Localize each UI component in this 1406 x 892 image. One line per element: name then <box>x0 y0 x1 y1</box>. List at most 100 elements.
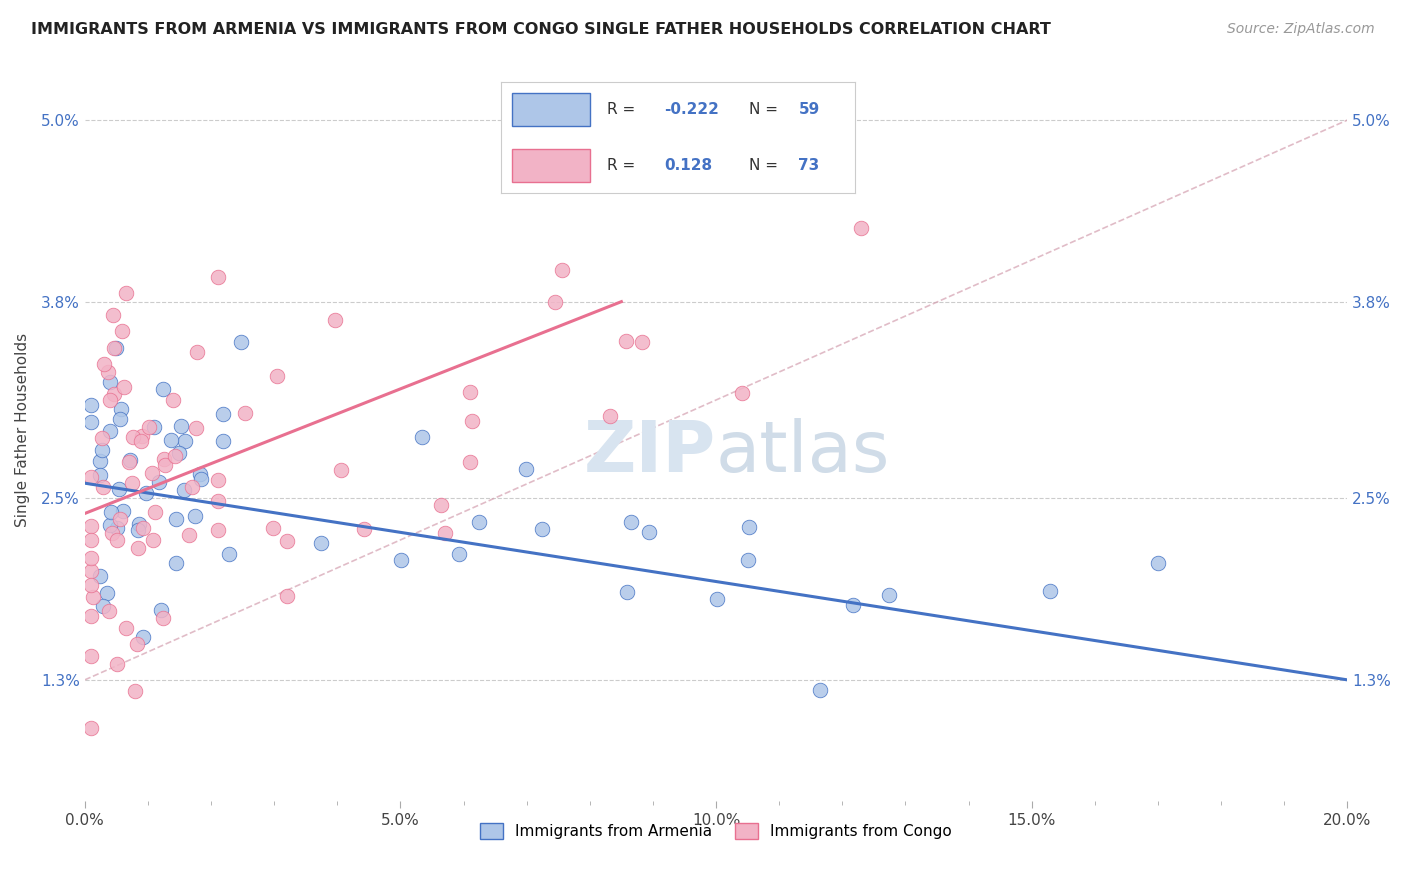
Point <box>207 474 229 488</box>
Point <box>309 536 332 550</box>
Point <box>458 384 481 399</box>
Point <box>531 522 554 536</box>
Point <box>80 564 103 578</box>
Point <box>808 683 831 698</box>
Point <box>91 480 114 494</box>
Point <box>108 412 131 426</box>
Point <box>105 533 128 547</box>
Point <box>89 569 111 583</box>
Point <box>80 398 103 412</box>
Point <box>120 452 142 467</box>
Point <box>1147 556 1170 570</box>
Point <box>1039 584 1062 599</box>
Point <box>110 512 132 526</box>
Point <box>162 392 184 407</box>
Point <box>449 547 471 561</box>
Point <box>731 385 754 400</box>
Point <box>80 519 103 533</box>
Point <box>115 286 138 301</box>
Point <box>127 523 149 537</box>
Point <box>141 466 163 480</box>
Point <box>93 357 115 371</box>
Point <box>131 429 153 443</box>
Point <box>89 454 111 468</box>
Point <box>276 589 298 603</box>
Point <box>90 431 112 445</box>
Point <box>877 588 900 602</box>
Text: Source: ZipAtlas.com: Source: ZipAtlas.com <box>1227 22 1375 37</box>
Point <box>103 341 125 355</box>
Point <box>165 512 187 526</box>
Point <box>82 591 104 605</box>
Point <box>117 455 139 469</box>
Point <box>515 461 537 475</box>
Point <box>128 517 150 532</box>
Point <box>229 334 252 349</box>
Point <box>152 382 174 396</box>
Point <box>599 409 621 423</box>
Point <box>614 334 637 349</box>
Point <box>100 424 122 438</box>
Point <box>169 446 191 460</box>
Point <box>150 603 173 617</box>
Point <box>849 221 872 235</box>
Point <box>132 630 155 644</box>
Point <box>184 421 207 435</box>
Point <box>111 504 134 518</box>
Point <box>148 475 170 489</box>
Point <box>170 419 193 434</box>
Point <box>80 721 103 735</box>
Point <box>174 434 197 448</box>
Point <box>212 408 235 422</box>
Point <box>105 341 128 355</box>
Point <box>429 498 451 512</box>
Point <box>173 483 195 498</box>
Point <box>211 434 233 448</box>
Point <box>544 295 567 310</box>
Point <box>738 520 761 534</box>
Point <box>105 521 128 535</box>
Point <box>631 334 654 349</box>
Point <box>80 550 103 565</box>
Point <box>97 604 120 618</box>
Point <box>186 345 208 359</box>
Point <box>101 525 124 540</box>
Point <box>737 553 759 567</box>
Point <box>90 442 112 457</box>
Point <box>458 455 481 469</box>
Point <box>329 463 352 477</box>
Point <box>98 376 121 390</box>
Point <box>142 533 165 547</box>
Point <box>80 649 103 664</box>
Text: atlas: atlas <box>716 418 890 487</box>
Point <box>125 637 148 651</box>
Point <box>165 556 187 570</box>
Point <box>96 586 118 600</box>
Point <box>181 480 204 494</box>
Point <box>207 269 229 284</box>
Point <box>112 380 135 394</box>
Point <box>97 365 120 379</box>
Point <box>218 548 240 562</box>
Point <box>461 414 484 428</box>
Point <box>468 515 491 529</box>
Point <box>80 415 103 429</box>
Point <box>138 420 160 434</box>
Point <box>100 505 122 519</box>
Point <box>135 486 157 500</box>
Point <box>111 324 134 338</box>
Point <box>152 611 174 625</box>
Point <box>129 434 152 448</box>
Point <box>163 450 186 464</box>
Point <box>183 508 205 523</box>
Legend: Immigrants from Armenia, Immigrants from Congo: Immigrants from Armenia, Immigrants from… <box>474 817 959 845</box>
Point <box>80 577 103 591</box>
Point <box>262 521 284 535</box>
Point <box>551 263 574 277</box>
Point <box>207 493 229 508</box>
Point <box>188 467 211 482</box>
Point <box>160 433 183 447</box>
Point <box>121 475 143 490</box>
Point <box>616 585 638 599</box>
Point <box>127 541 149 555</box>
